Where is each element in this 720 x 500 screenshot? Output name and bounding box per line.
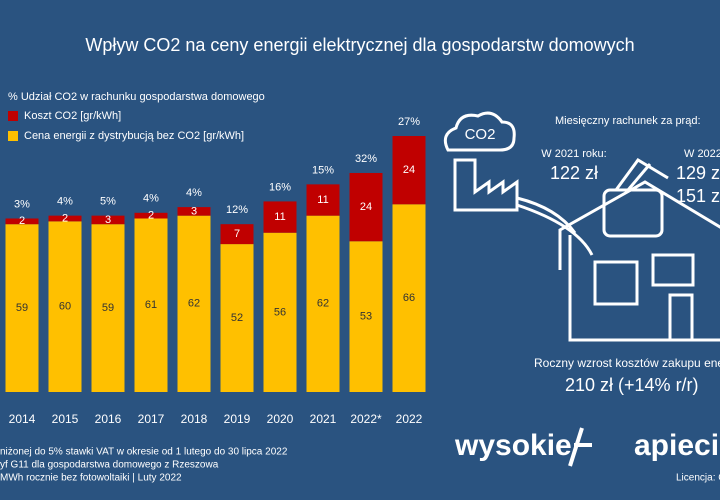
data-label: 56	[274, 306, 286, 318]
share-label: 15%	[312, 164, 334, 176]
bar-segment	[177, 207, 211, 216]
side-value: 210 zł (+14% r/r)	[565, 375, 699, 395]
data-label: 24	[403, 164, 415, 176]
note: yf G11 dla gospodarstwa domowego z Rzesz…	[0, 460, 219, 471]
icons	[443, 111, 720, 342]
logo-mark	[568, 427, 592, 467]
data-label: 7	[234, 228, 240, 240]
data-label: 2	[148, 210, 154, 222]
data-label: 11	[274, 211, 285, 223]
side-value: 122 zł	[550, 163, 598, 183]
bar-segment	[91, 215, 125, 225]
bar-segment	[91, 224, 125, 392]
bar-segment	[5, 218, 39, 225]
x-tick-label: 2018	[181, 412, 208, 426]
share-label: 32%	[355, 153, 377, 165]
x-tick-label: 2015	[52, 412, 79, 426]
share-label: 4%	[143, 193, 159, 205]
side-label: W 2021 roku:	[541, 148, 606, 160]
bar-segment	[349, 241, 383, 392]
license: Licencja: CC	[676, 473, 720, 484]
x-tick-label: 2017	[138, 412, 165, 426]
data-label: 62	[188, 298, 200, 310]
logo: apieci	[634, 429, 719, 462]
share-label: 4%	[57, 196, 73, 208]
x-tick-label: 2016	[95, 412, 122, 426]
bar-segment	[48, 215, 82, 222]
bar-segment	[220, 244, 254, 392]
bar-segment	[220, 224, 254, 245]
bar-segment	[349, 172, 383, 242]
data-label: 53	[360, 311, 372, 323]
data-label: 61	[145, 299, 157, 311]
bar-segment	[263, 201, 297, 233]
bar-segment	[306, 215, 340, 392]
share-label: 3%	[14, 198, 30, 210]
x-tick-label: 2014	[9, 412, 36, 426]
data-label: 11	[317, 194, 328, 206]
bar-segment	[177, 215, 211, 392]
cloud-label: CO2	[465, 126, 496, 143]
legend-label: % Udział CO2 w rachunku gospodarstwa dom…	[8, 91, 265, 103]
legend-label: Koszt CO2 [gr/kWh]	[24, 110, 121, 122]
share-label: 12%	[226, 204, 248, 216]
x-tick-label: 2022	[396, 412, 423, 426]
data-label: 2	[19, 215, 25, 227]
share-label: 27%	[398, 116, 420, 128]
share-label: 16%	[269, 181, 291, 193]
bar-segment	[392, 136, 426, 205]
side-label: Roczny wzrost kosztów zakupu ene	[534, 356, 720, 370]
bar-segment	[263, 232, 297, 392]
side-heading: Miesięczny rachunek za prąd:	[555, 115, 701, 127]
data-label: 24	[360, 201, 372, 213]
data-label: 2	[62, 212, 68, 224]
data-label: 59	[16, 302, 28, 314]
data-label: 3	[105, 214, 111, 226]
side-label: W 2022	[684, 148, 720, 160]
data-label: 60	[59, 301, 71, 313]
bar-segment	[5, 224, 39, 392]
legend-label: Cena energii z dystrybucją bez CO2 [gr/k…	[24, 130, 244, 142]
share-label: 5%	[100, 196, 116, 208]
data-label: 59	[102, 302, 114, 314]
legend-swatch	[8, 131, 18, 141]
x-tick-label: 2020	[267, 412, 294, 426]
x-tick-label: 2022*	[350, 412, 382, 426]
logo: wysokie	[454, 429, 572, 462]
x-tick-label: 2019	[224, 412, 251, 426]
side-value: 151 z	[676, 186, 720, 206]
bar-segment	[306, 184, 340, 216]
side-value: 129 z	[676, 163, 720, 183]
legend-swatch	[8, 111, 18, 121]
data-label: 62	[317, 298, 329, 310]
share-label: 4%	[186, 187, 202, 199]
data-label: 3	[191, 205, 197, 217]
data-label: 52	[231, 312, 243, 324]
chart-title: Wpływ CO2 na ceny energii elektrycznej d…	[85, 35, 634, 55]
data-label: 66	[403, 292, 415, 304]
bar-segment	[134, 218, 168, 392]
bar-segment	[392, 204, 426, 392]
x-tick-label: 2021	[310, 412, 337, 426]
note: niżonej do 5% stawki VAT w okresie od 1 …	[0, 447, 288, 458]
note: MWh rocznie bez fotowoltaiki | Luty 2022	[0, 473, 182, 484]
bar-segment	[134, 212, 168, 219]
bar-segment	[48, 221, 82, 392]
